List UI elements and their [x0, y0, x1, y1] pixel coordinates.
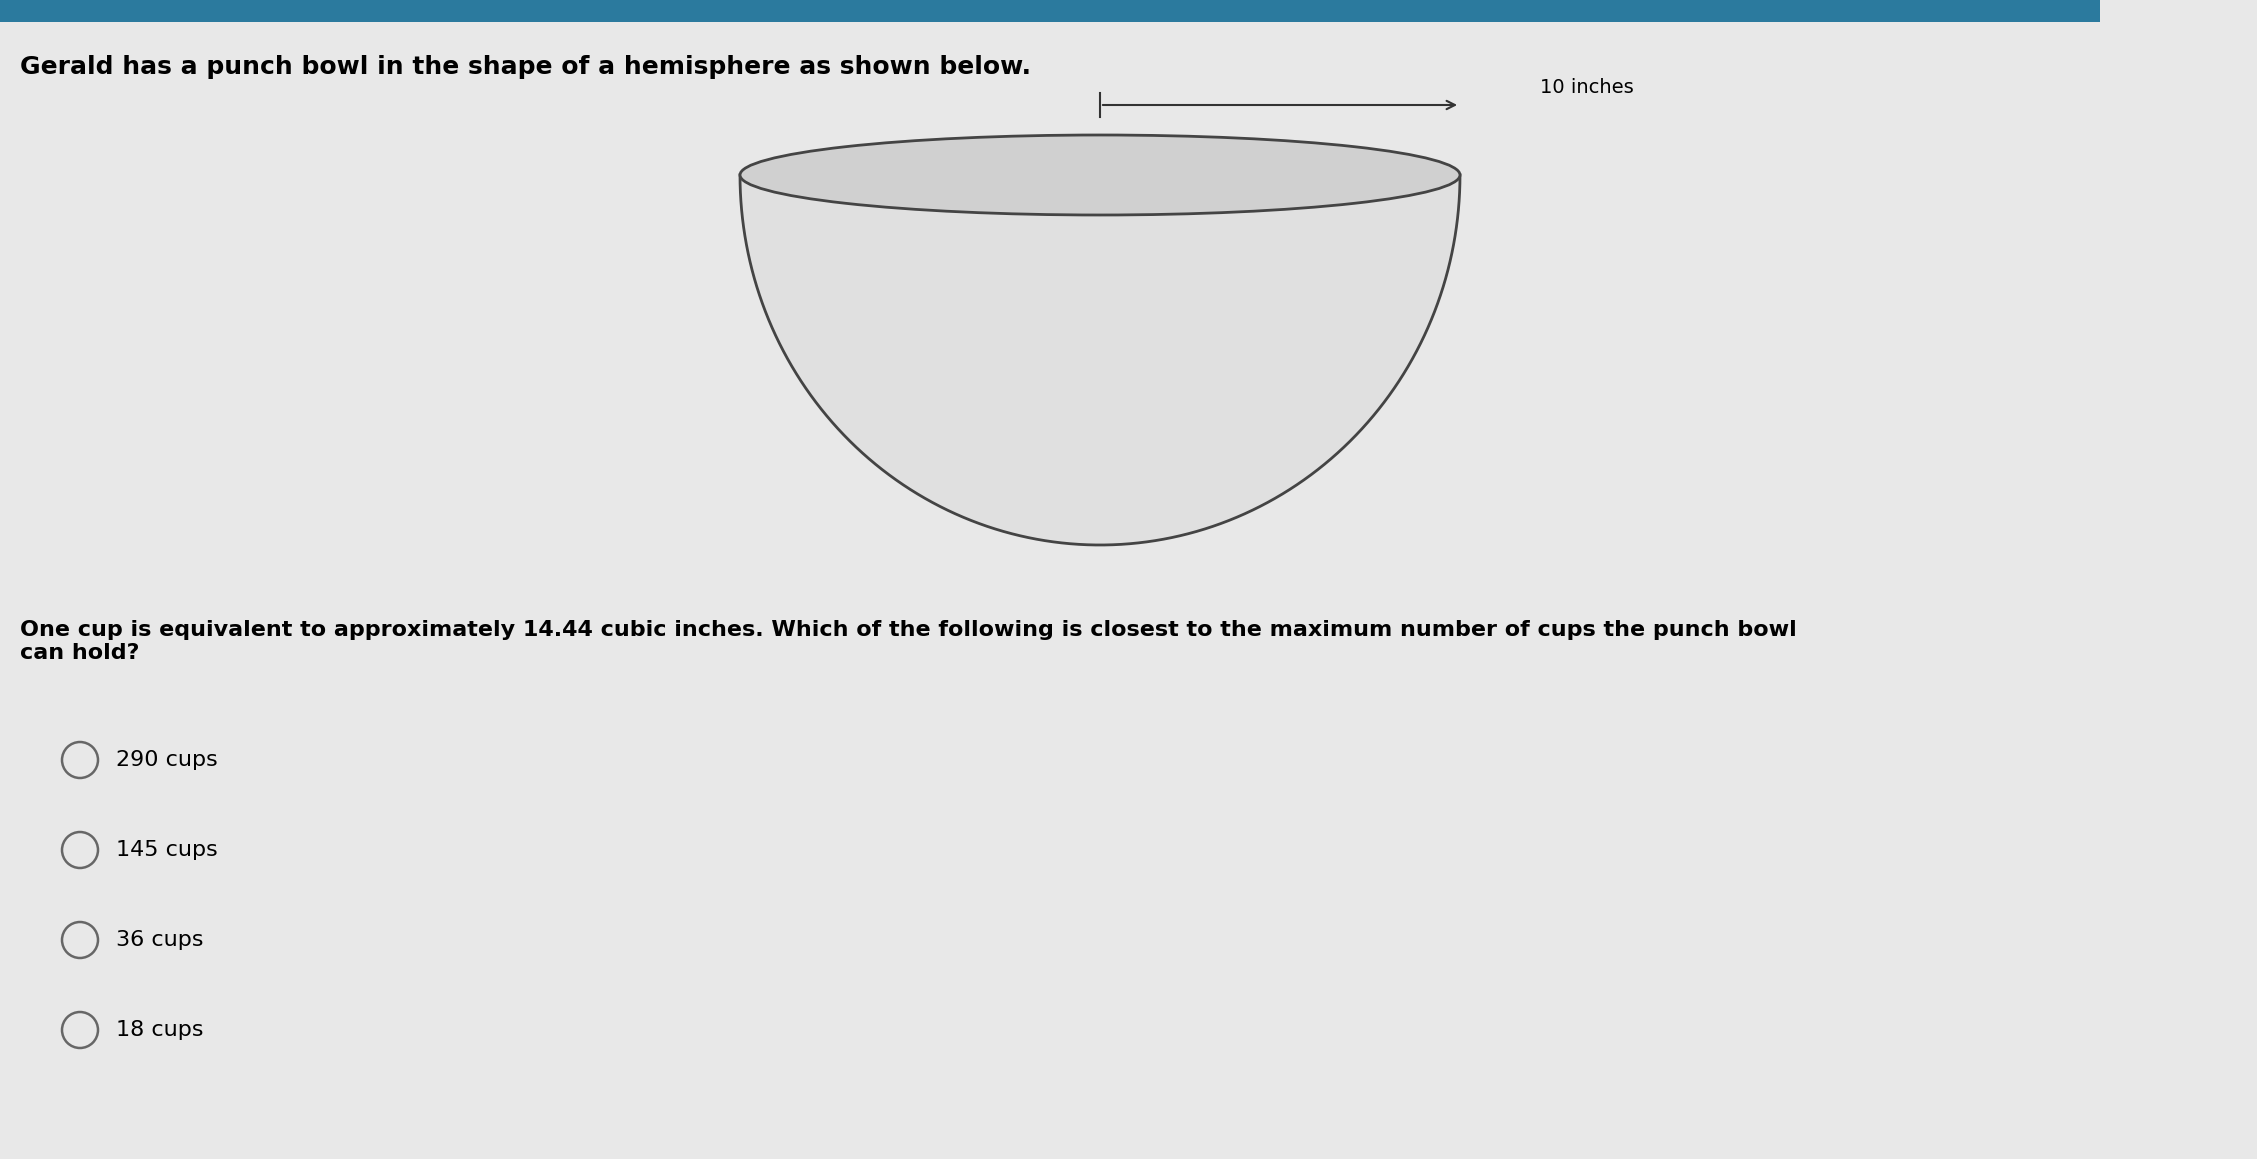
Text: 10 inches: 10 inches — [1539, 78, 1634, 97]
Text: One cup is equivalent to approximately 14.44 cubic inches. Which of the followin: One cup is equivalent to approximately 1… — [20, 620, 1797, 663]
Text: 145 cups: 145 cups — [115, 840, 217, 860]
Polygon shape — [740, 175, 1460, 545]
Text: Gerald has a punch bowl in the shape of a hemisphere as shown below.: Gerald has a punch bowl in the shape of … — [20, 54, 1031, 79]
Text: 290 cups: 290 cups — [115, 750, 217, 770]
Text: 18 cups: 18 cups — [115, 1020, 203, 1040]
Text: 36 cups: 36 cups — [115, 930, 203, 950]
Bar — [0, 0, 2099, 22]
Ellipse shape — [740, 134, 1460, 216]
